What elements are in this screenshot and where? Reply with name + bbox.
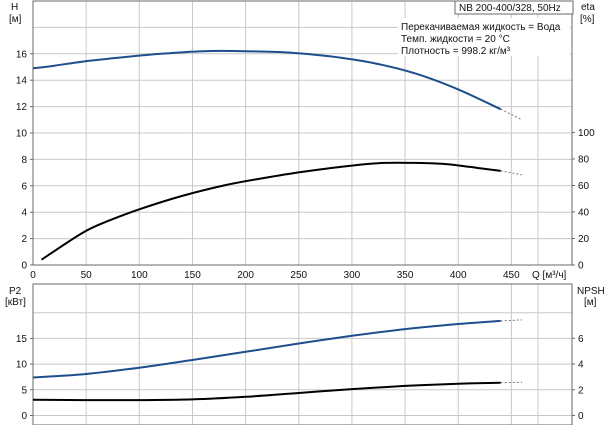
legend-line-3: Плотность = 998.2 кг/м³ (401, 46, 511, 57)
top-left-axis-unit: [м] (9, 14, 22, 25)
series-line-1-1 (32, 381, 501, 402)
x-tick-label-2: 100 (131, 270, 148, 281)
x-tick-label-4: 200 (237, 270, 254, 281)
left-tick-label-1-2: 10 (16, 360, 28, 371)
series-line-1-0 (32, 319, 501, 379)
top-right-axis-unit: [%] (580, 14, 595, 25)
right-tick-label-0-5: 100 (578, 128, 595, 139)
left-tick-label-0-5: 10 (16, 129, 28, 140)
left-tick-label-0-0: 0 (21, 261, 27, 272)
right-tick-label-0-1: 20 (578, 234, 590, 245)
title-box (454, 0, 574, 15)
right-tick-label-1-2: 4 (578, 360, 584, 371)
x-tick-label-0: 0 (30, 270, 36, 281)
right-tick-label-1-3: 6 (578, 334, 584, 345)
panel-frame-1 (32, 283, 573, 425)
x-tick-label-9: 450 (503, 270, 520, 281)
series-line-0-0 (32, 49, 502, 111)
legend-line-1: Перекачиваемая жидкость = Вода (401, 22, 561, 33)
left-tick-label-0-2: 4 (21, 208, 27, 219)
right-tick-label-0-3: 60 (578, 181, 590, 192)
top-right-axis-title: eta (581, 2, 595, 13)
left-tick-label-1-1: 5 (21, 385, 27, 396)
x-tick-label-7: 350 (397, 270, 414, 281)
left-tick-label-0-6: 12 (16, 102, 28, 113)
right-tick-label-1-1: 2 (578, 385, 584, 396)
left-tick-label-1-0: 0 (21, 411, 27, 422)
right-tick-label-1-0: 0 (578, 411, 584, 422)
left-tick-label-0-8: 16 (16, 49, 28, 60)
bottom-right-axis-title: NPSH (577, 286, 605, 297)
left-tick-label-1-3: 15 (16, 334, 28, 345)
right-tick-label-0-2: 40 (578, 207, 590, 218)
series-dashed-1-0 (500, 319, 523, 322)
x-axis-label: Q [м³/ч] (532, 270, 567, 281)
right-tick-label-0-4: 80 (578, 154, 590, 165)
x-tick-label-1: 50 (81, 270, 93, 281)
right-tick-label-0-0: 0 (578, 261, 584, 272)
top-left-axis-title: H (11, 2, 18, 13)
left-tick-label-0-1: 2 (21, 234, 27, 245)
x-tick-label-8: 400 (450, 270, 467, 281)
series-line-0-1 (40, 161, 501, 261)
bottom-right-axis-unit: [м] (584, 297, 597, 308)
bottom-left-axis-unit: [кВт] (5, 297, 26, 308)
left-tick-label-0-4: 8 (21, 155, 27, 166)
x-tick-label-5: 250 (290, 270, 307, 281)
x-tick-label-6: 300 (344, 270, 361, 281)
legend: Перекачиваемая жидкость = Вода Темп. жид… (398, 18, 570, 57)
bottom-left-axis-title: P2 (9, 286, 22, 297)
title-box-text: NB 200-400/328, 50Hz (459, 3, 561, 14)
left-tick-label-0-3: 6 (21, 181, 27, 192)
x-tick-label-3: 150 (184, 270, 201, 281)
legend-line-2: Темп. жидкости = 20 °C (401, 34, 510, 45)
left-tick-label-0-7: 14 (16, 76, 28, 87)
